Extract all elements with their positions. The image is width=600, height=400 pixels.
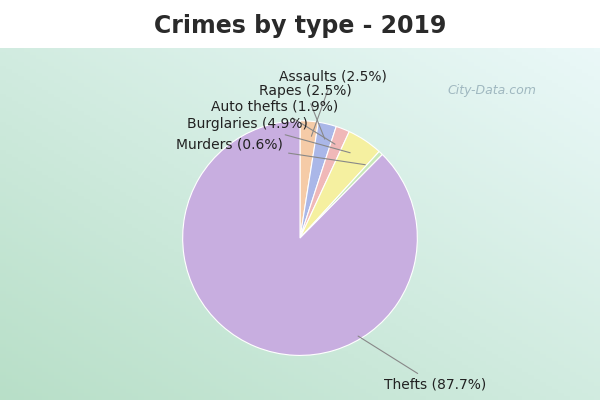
Wedge shape [300, 121, 319, 238]
Text: City-Data.com: City-Data.com [448, 84, 536, 97]
Wedge shape [300, 132, 379, 238]
Text: Burglaries (4.9%): Burglaries (4.9%) [187, 117, 350, 153]
Wedge shape [300, 122, 336, 238]
Wedge shape [300, 152, 382, 238]
Text: Crimes by type - 2019: Crimes by type - 2019 [154, 14, 446, 38]
Text: Assaults (2.5%): Assaults (2.5%) [279, 69, 387, 136]
Text: Auto thefts (1.9%): Auto thefts (1.9%) [211, 100, 338, 144]
Text: Thefts (87.7%): Thefts (87.7%) [358, 336, 487, 392]
Wedge shape [182, 121, 418, 356]
Text: Rapes (2.5%): Rapes (2.5%) [259, 84, 352, 139]
Text: Murders (0.6%): Murders (0.6%) [176, 137, 365, 165]
Wedge shape [300, 126, 349, 238]
